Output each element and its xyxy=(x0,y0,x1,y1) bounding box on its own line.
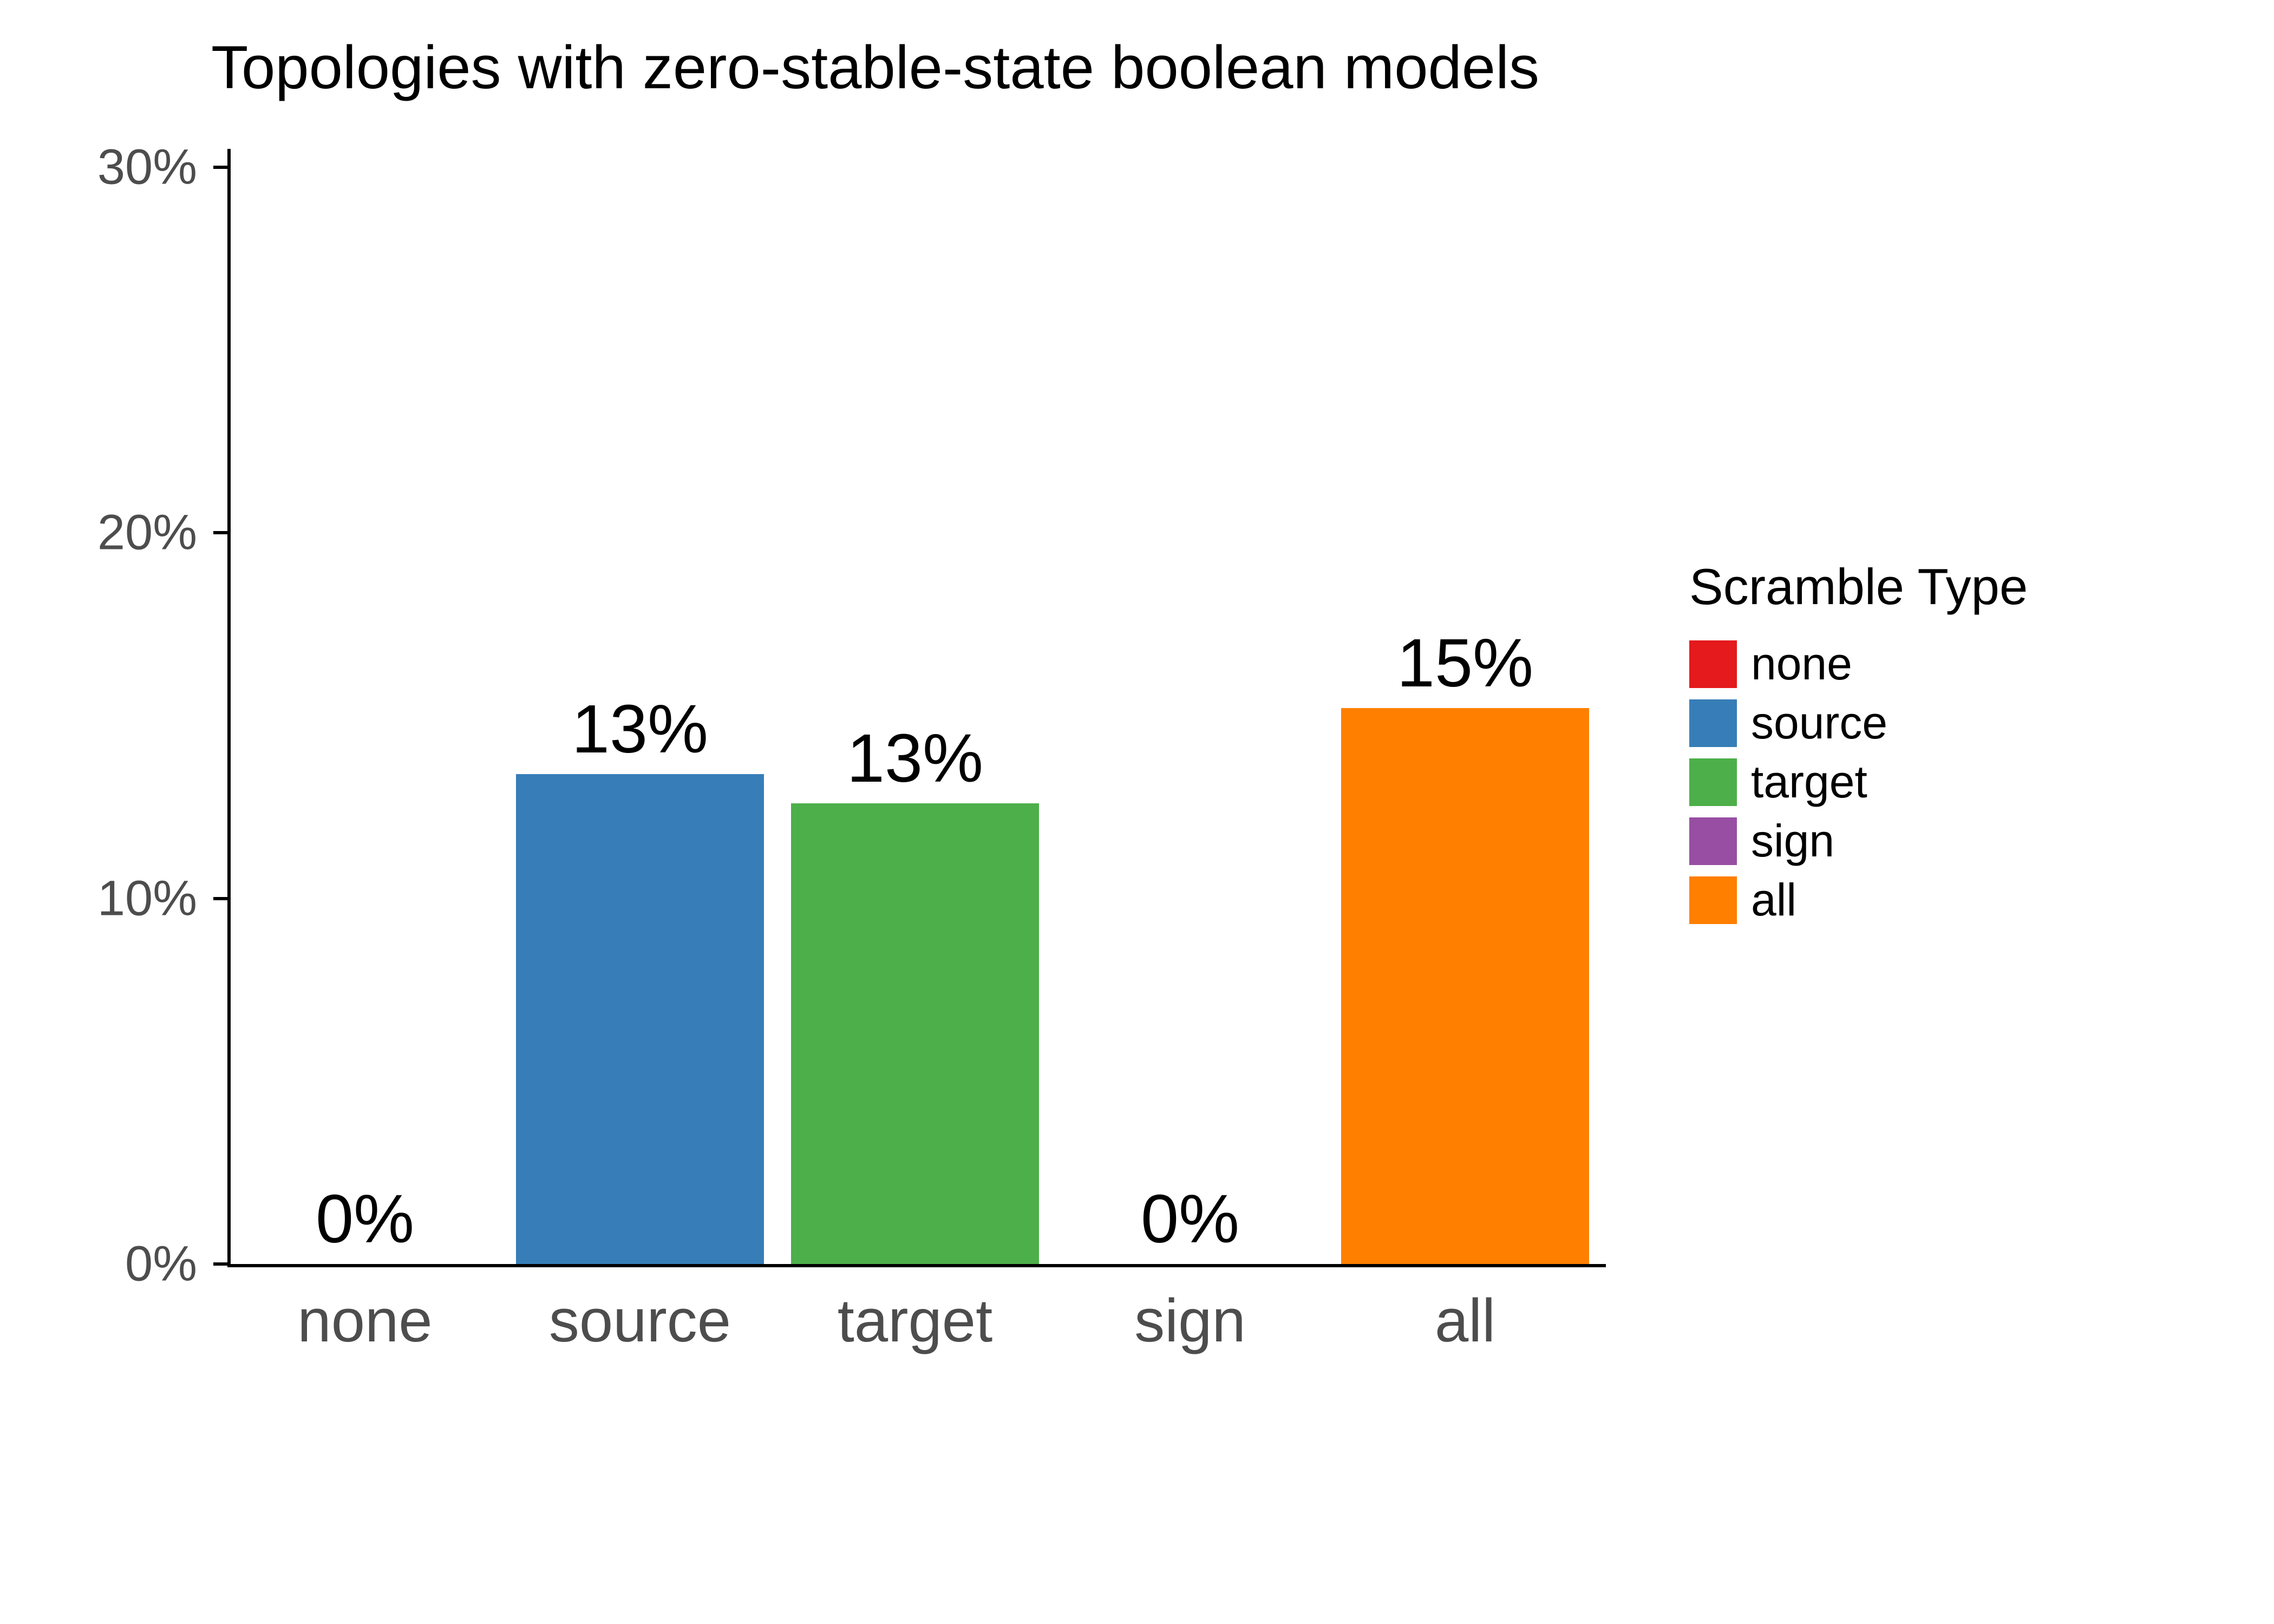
legend-swatch-sign xyxy=(1689,817,1737,865)
bar-value-label-all: 15% xyxy=(1397,624,1533,702)
y-tick-mark xyxy=(213,166,227,169)
y-tick-label: 0% xyxy=(0,1236,197,1293)
legend-swatch-none xyxy=(1689,640,1737,688)
x-tick-label-sign: sign xyxy=(1134,1286,1245,1355)
legend-swatch-source xyxy=(1689,699,1737,747)
y-tick-mark xyxy=(213,897,227,900)
legend-item-sign: sign xyxy=(1689,815,2028,867)
bar-target xyxy=(791,803,1038,1264)
y-tick-mark xyxy=(213,531,227,534)
legend-label-target: target xyxy=(1751,756,1867,808)
y-tick-label: 10% xyxy=(0,870,197,927)
legend-item-all: all xyxy=(1689,874,2028,926)
legend-label-sign: sign xyxy=(1751,815,1834,867)
y-tick-label: 20% xyxy=(0,505,197,561)
bar-all xyxy=(1341,708,1589,1264)
bar-value-label-sign: 0% xyxy=(1141,1180,1239,1258)
legend-title: Scramble Type xyxy=(1689,558,2028,616)
y-tick-mark xyxy=(213,1262,227,1266)
bar-source xyxy=(516,774,763,1264)
legend-item-source: source xyxy=(1689,697,2028,749)
legend-label-source: source xyxy=(1751,697,1887,749)
legend-label-none: none xyxy=(1751,638,1852,690)
chart-title: Topologies with zero-stable-state boolea… xyxy=(211,32,1539,102)
x-tick-label-all: all xyxy=(1435,1286,1495,1355)
legend-item-target: target xyxy=(1689,756,2028,808)
x-tick-label-source: source xyxy=(549,1286,731,1355)
legend-swatch-all xyxy=(1689,876,1737,924)
legend-swatch-target xyxy=(1689,758,1737,806)
bar-value-label-target: 13% xyxy=(847,719,983,797)
chart-canvas: Topologies with zero-stable-state boolea… xyxy=(0,0,2274,1624)
legend: Scramble Type none source target sign all xyxy=(1689,558,2028,933)
legend-label-all: all xyxy=(1751,874,1796,926)
x-tick-label-none: none xyxy=(297,1286,432,1355)
bar-value-label-source: 13% xyxy=(572,690,708,768)
x-tick-label-target: target xyxy=(838,1286,992,1355)
bar-value-label-none: 0% xyxy=(316,1180,414,1258)
y-tick-label: 30% xyxy=(0,139,197,195)
legend-item-none: none xyxy=(1689,638,2028,690)
